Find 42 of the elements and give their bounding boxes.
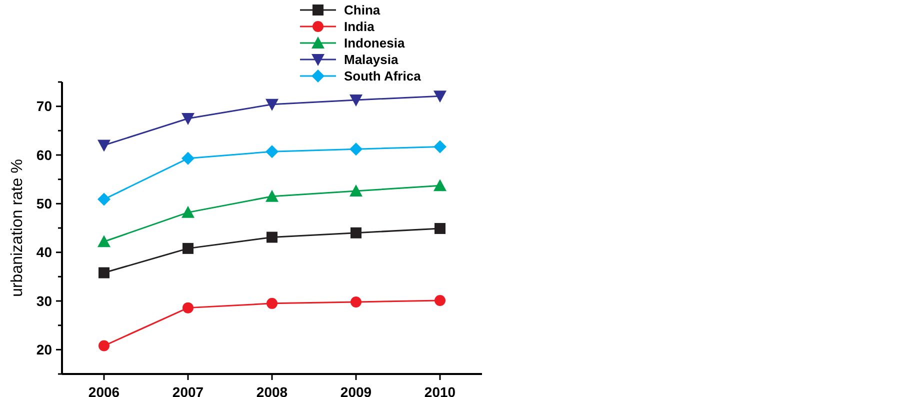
point bbox=[98, 140, 110, 152]
legend-label: India bbox=[344, 19, 376, 34]
x-tick-label: 2007 bbox=[172, 384, 204, 397]
point bbox=[266, 190, 278, 202]
legend-label: China bbox=[344, 2, 381, 18]
point bbox=[98, 267, 110, 278]
point bbox=[98, 340, 110, 352]
point bbox=[182, 152, 194, 165]
point bbox=[98, 192, 110, 206]
point bbox=[434, 222, 446, 234]
point bbox=[350, 296, 362, 308]
y-axis-title: urbanization rate % bbox=[9, 159, 26, 297]
point bbox=[182, 302, 194, 314]
point bbox=[98, 235, 110, 248]
point bbox=[266, 98, 278, 111]
y-tick-label: 60 bbox=[36, 146, 52, 163]
point bbox=[434, 295, 446, 306]
x-tick-label: 2010 bbox=[424, 384, 456, 397]
legend-label: Malaysia bbox=[344, 52, 399, 68]
point bbox=[182, 206, 194, 218]
point bbox=[434, 90, 446, 103]
y-tick-label: 20 bbox=[36, 342, 52, 358]
x-tick-label: 2006 bbox=[88, 384, 120, 397]
y-tick-label: 50 bbox=[36, 196, 52, 212]
point bbox=[350, 94, 362, 107]
x-tick-label: 2008 bbox=[256, 384, 288, 397]
point bbox=[266, 298, 278, 309]
point bbox=[266, 232, 278, 243]
point bbox=[182, 113, 194, 125]
point bbox=[266, 145, 278, 158]
legend-label: South Africa bbox=[344, 68, 422, 84]
point bbox=[434, 140, 446, 154]
point bbox=[434, 179, 446, 192]
y-tick-label: 30 bbox=[36, 292, 52, 309]
point bbox=[350, 184, 362, 197]
y-tick-label: 70 bbox=[36, 98, 52, 114]
y-tick-label: 40 bbox=[36, 244, 52, 260]
point bbox=[350, 227, 362, 238]
x-tick-label: 2009 bbox=[340, 384, 372, 397]
point bbox=[350, 142, 362, 156]
legend-label: Indonesia bbox=[344, 36, 406, 51]
point bbox=[182, 242, 194, 254]
